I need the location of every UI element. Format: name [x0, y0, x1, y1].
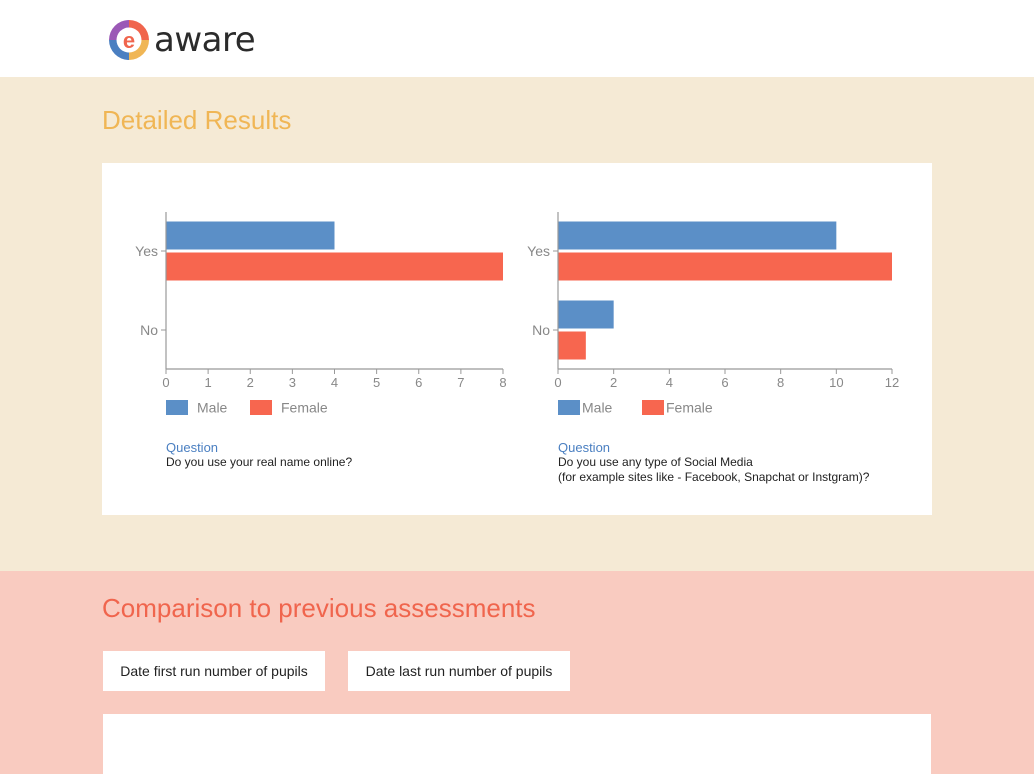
x-tick-label: 7: [457, 375, 464, 390]
section-title: Comparison to previous assessments: [102, 593, 536, 623]
date-last-run-button[interactable]: Date last run number of pupils: [348, 651, 570, 691]
bar-male-yes: [166, 221, 335, 250]
question-block-2: Question Do you use any type of Social M…: [558, 440, 869, 485]
x-tick-label: 4: [331, 375, 338, 390]
question-label: Question: [558, 440, 611, 455]
x-tick-label: 2: [610, 375, 617, 390]
x-tick-label: 0: [162, 375, 169, 390]
logo-text: aware: [154, 20, 256, 60]
logo-icon: e: [109, 20, 149, 60]
legend-swatch-male: [558, 400, 580, 415]
x-tick-label: 8: [777, 375, 784, 390]
x-tick-label: 1: [205, 375, 212, 390]
x-tick-label: 8: [499, 375, 506, 390]
legend-label-female: Female: [666, 400, 713, 416]
x-tick-label: 4: [666, 375, 673, 390]
question-text: Do you use your real name online?: [166, 455, 353, 469]
legend-swatch-female: [250, 400, 272, 415]
legend-swatch-female: [642, 400, 664, 415]
legend-label-male: Male: [582, 400, 613, 416]
header: e aware: [0, 0, 1034, 77]
x-tick-label: 5: [373, 375, 380, 390]
logo-letter: e: [123, 28, 135, 53]
logo[interactable]: e aware: [108, 19, 256, 61]
bar-female-yes: [558, 252, 892, 281]
question-label: Question: [166, 440, 219, 455]
category-label: Yes: [135, 243, 158, 259]
x-tick-label: 6: [721, 375, 728, 390]
category-label: Yes: [527, 243, 550, 259]
x-tick-label: 2: [247, 375, 254, 390]
legend-label-female: Female: [281, 400, 328, 416]
date-first-run-button[interactable]: Date first run number of pupils: [103, 651, 325, 691]
category-label: No: [140, 322, 158, 338]
legend-swatch-male: [166, 400, 188, 415]
comparison-section: Comparison to previous assessments Date …: [0, 571, 1034, 774]
x-tick-label: 0: [554, 375, 561, 390]
detailed-results-section: Detailed Results Yes No 0 1 2 3 4 5 6 7 8 Male Femal…: [0, 77, 1034, 571]
x-tick-label: 6: [415, 375, 422, 390]
bar-female-no: [558, 331, 586, 360]
question-block-1: Question Do you use your real name onlin…: [166, 440, 352, 470]
x-tick-label: 12: [885, 375, 899, 390]
x-tick-label: 10: [829, 375, 843, 390]
results-card: Yes No 0 1 2 3 4 5 6 7 8 Male Female Yes No 0 2 4 6 8 10 12 Ma…: [102, 163, 932, 515]
bar-male-no: [558, 300, 614, 329]
bar-female-yes: [166, 252, 503, 281]
question-text-line-2: (for example sites like - Facebook, Snap…: [558, 470, 870, 484]
x-tick-label: 3: [289, 375, 296, 390]
section-title: Detailed Results: [102, 105, 292, 135]
comparison-card: [103, 714, 931, 774]
category-label: No: [532, 322, 550, 338]
legend-label-male: Male: [197, 400, 228, 416]
bar-male-yes: [558, 221, 837, 250]
question-text: Do you use any type of Social Media: [558, 455, 753, 469]
